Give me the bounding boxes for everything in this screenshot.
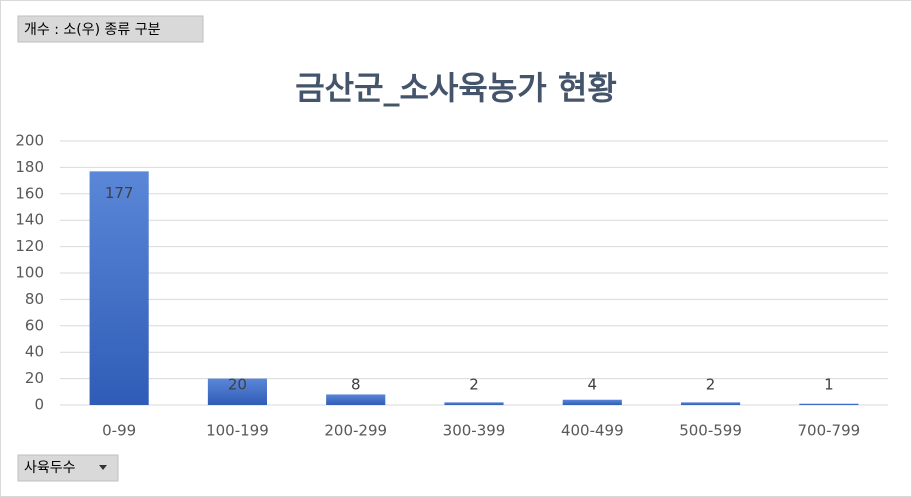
y-tick-label: 80 <box>25 290 44 308</box>
y-tick-label: 40 <box>25 343 44 361</box>
y-tick-label: 100 <box>15 264 44 282</box>
y-tick-label: 200 <box>15 132 44 150</box>
data-label: 177 <box>105 184 134 202</box>
x-tick-label: 300-399 <box>443 422 506 440</box>
y-tick-label: 140 <box>15 211 44 229</box>
bar <box>326 394 386 405</box>
data-label: 2 <box>469 376 479 394</box>
axis-button-label: 사육두수 <box>24 460 76 476</box>
x-tick-label: 700-799 <box>798 422 861 440</box>
dropdown-arrow <box>99 465 107 470</box>
x-tick-label: 0-99 <box>102 422 136 440</box>
data-label: 8 <box>351 376 361 394</box>
bar <box>444 402 504 405</box>
y-tick-label: 60 <box>25 316 44 334</box>
data-label: 1 <box>824 376 834 394</box>
data-label: 20 <box>228 376 247 394</box>
y-tick-label: 180 <box>15 158 44 176</box>
y-tick-label: 160 <box>15 184 44 202</box>
bar <box>562 399 622 405</box>
button-bg <box>17 454 119 482</box>
x-tick-label: 500-599 <box>679 422 742 440</box>
x-tick-label: 400-499 <box>561 422 624 440</box>
chart-title: 금산군_소사육농가 현황 <box>295 69 617 107</box>
bar <box>89 171 149 405</box>
bar <box>799 403 859 405</box>
y-tick-label: 20 <box>25 369 44 387</box>
bar <box>681 402 741 405</box>
filter-button-label: 개수 : 소(우) 종류 구분 <box>24 22 161 38</box>
bar <box>207 378 267 405</box>
axis-button[interactable]: 사육두수 <box>17 454 119 482</box>
data-label: 2 <box>706 376 716 394</box>
button-bg <box>17 15 204 43</box>
y-tick-label: 0 <box>34 396 44 414</box>
y-tick-label: 120 <box>15 237 44 255</box>
x-tick-label: 200-299 <box>324 422 387 440</box>
filter-button[interactable]: 개수 : 소(우) 종류 구분 <box>17 15 204 43</box>
data-label: 4 <box>588 376 598 394</box>
x-tick-label: 100-199 <box>206 422 269 440</box>
